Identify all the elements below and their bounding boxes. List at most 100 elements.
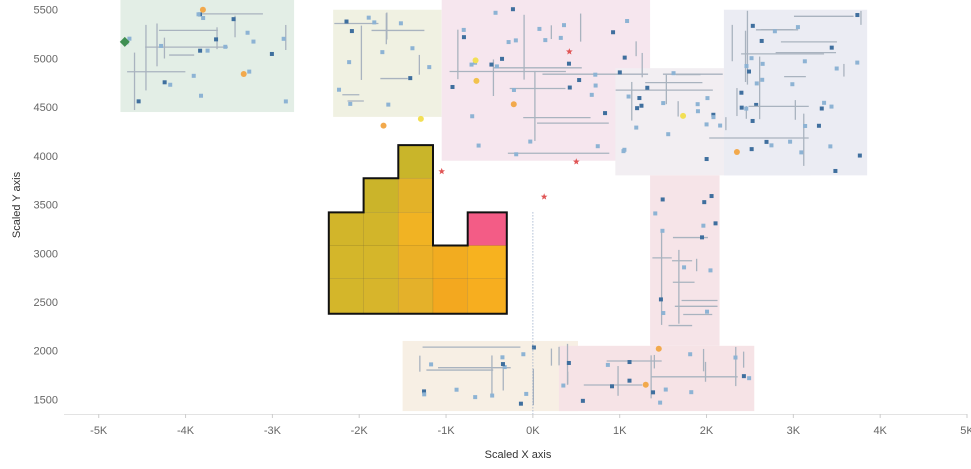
y-tick-label: 2000 <box>34 346 58 358</box>
room-dot <box>348 101 353 106</box>
room-dot <box>704 122 709 127</box>
room-dot <box>283 99 288 104</box>
room-dot <box>518 401 523 406</box>
room-dot <box>855 13 860 18</box>
heatmap-cell-15[interactable] <box>397 177 434 213</box>
background-map-corridors <box>124 7 862 406</box>
room-dot <box>408 76 413 81</box>
room-dot <box>855 60 860 65</box>
room-dot <box>754 102 759 107</box>
corridor-pattern-7 <box>566 346 752 405</box>
background-map-zones <box>120 0 868 412</box>
room-dot <box>511 87 516 92</box>
heatmap-cell-2[interactable] <box>397 278 434 314</box>
heatmap-cell-4[interactable] <box>467 278 508 314</box>
room-dot <box>500 56 505 61</box>
room-dot <box>490 393 495 398</box>
heatmap-cell-16[interactable] <box>397 144 434 179</box>
room-dot <box>537 26 542 31</box>
room-dot <box>625 19 630 24</box>
room-dot <box>711 115 716 120</box>
x-axis-title: Scaled X axis <box>485 449 552 461</box>
room-dot <box>750 23 755 28</box>
x-tick-label: -2K <box>351 425 369 437</box>
y-tick-label: 5500 <box>34 5 58 17</box>
room-dot <box>744 64 749 69</box>
room-dot <box>700 235 705 240</box>
room-dot <box>764 139 769 144</box>
heatmap-cell-0[interactable] <box>328 278 364 314</box>
heatmap-cell-11[interactable] <box>363 212 399 246</box>
x-tick-label: -1K <box>437 425 455 437</box>
room-dot <box>769 143 774 148</box>
room-dot <box>772 29 777 34</box>
room-dot <box>247 69 252 74</box>
map-marker-circle <box>417 115 424 122</box>
heatmap-cells[interactable] <box>328 144 508 314</box>
room-dot <box>580 398 585 403</box>
x-tick-label: 3K <box>787 425 801 437</box>
room-dot <box>510 7 515 12</box>
x-tick-label: 4K <box>873 425 887 437</box>
room-dot <box>663 387 668 392</box>
heatmap-cell-5[interactable] <box>328 245 364 279</box>
room-dot <box>198 48 203 53</box>
room-dot <box>634 125 639 130</box>
room-dot <box>610 384 615 389</box>
room-dot <box>759 38 764 43</box>
room-dot <box>746 69 751 74</box>
heatmap-cell-8[interactable] <box>432 245 469 279</box>
room-dot <box>469 62 474 67</box>
x-tick-label: 0K <box>526 425 540 437</box>
room-dot <box>829 45 834 50</box>
room-dot <box>506 40 511 45</box>
room-dot <box>422 389 427 394</box>
room-dot <box>427 65 432 70</box>
room-dot <box>747 376 752 381</box>
heatmap-cell-3[interactable] <box>432 278 469 314</box>
map-marker-circle <box>240 71 247 78</box>
heatmap-cell-10[interactable] <box>328 212 364 246</box>
corridor-pattern-4 <box>731 10 862 173</box>
heatmap-cell-13[interactable] <box>467 212 508 246</box>
heatmap-cell-1[interactable] <box>363 278 399 314</box>
heatmap-cell-6[interactable] <box>363 245 399 279</box>
room-dot <box>857 153 862 158</box>
heatmap-cell-7[interactable] <box>397 245 434 279</box>
selection-outline-path <box>327 144 508 315</box>
room-dot <box>605 362 610 367</box>
map-marker-star <box>566 48 573 55</box>
room-dot <box>205 48 210 53</box>
room-dot <box>688 352 693 357</box>
room-dot <box>645 85 650 90</box>
map-marker-circle <box>380 122 387 129</box>
room-dot <box>429 362 434 367</box>
room-dot <box>702 200 707 205</box>
room-dot <box>214 37 219 42</box>
room-dot <box>281 36 286 41</box>
room-dot <box>603 111 608 116</box>
map-marker-circle <box>733 148 740 155</box>
room-dot <box>741 374 746 379</box>
room-dot <box>790 82 795 87</box>
map-marker-circle <box>642 381 649 388</box>
map-marker-diamond <box>119 36 130 47</box>
room-dot <box>754 81 759 86</box>
heatmap-cell-14[interactable] <box>363 177 399 213</box>
room-dot <box>661 311 666 316</box>
room-dot <box>223 44 228 49</box>
room-dot <box>709 194 714 199</box>
room-dot <box>760 77 765 82</box>
heatmap-cell-12[interactable] <box>397 212 434 246</box>
room-dot <box>617 70 622 75</box>
x-tick-label: -5K <box>90 425 108 437</box>
room-dot <box>733 355 738 360</box>
map-zone-6 <box>402 340 579 412</box>
heatmap-cell-9[interactable] <box>467 245 508 279</box>
room-dot <box>473 395 478 400</box>
room-dot <box>626 94 631 99</box>
room-dot <box>461 27 466 32</box>
selection-outline <box>327 144 508 315</box>
map-marker-circle <box>473 77 480 84</box>
room-dot <box>653 211 658 216</box>
